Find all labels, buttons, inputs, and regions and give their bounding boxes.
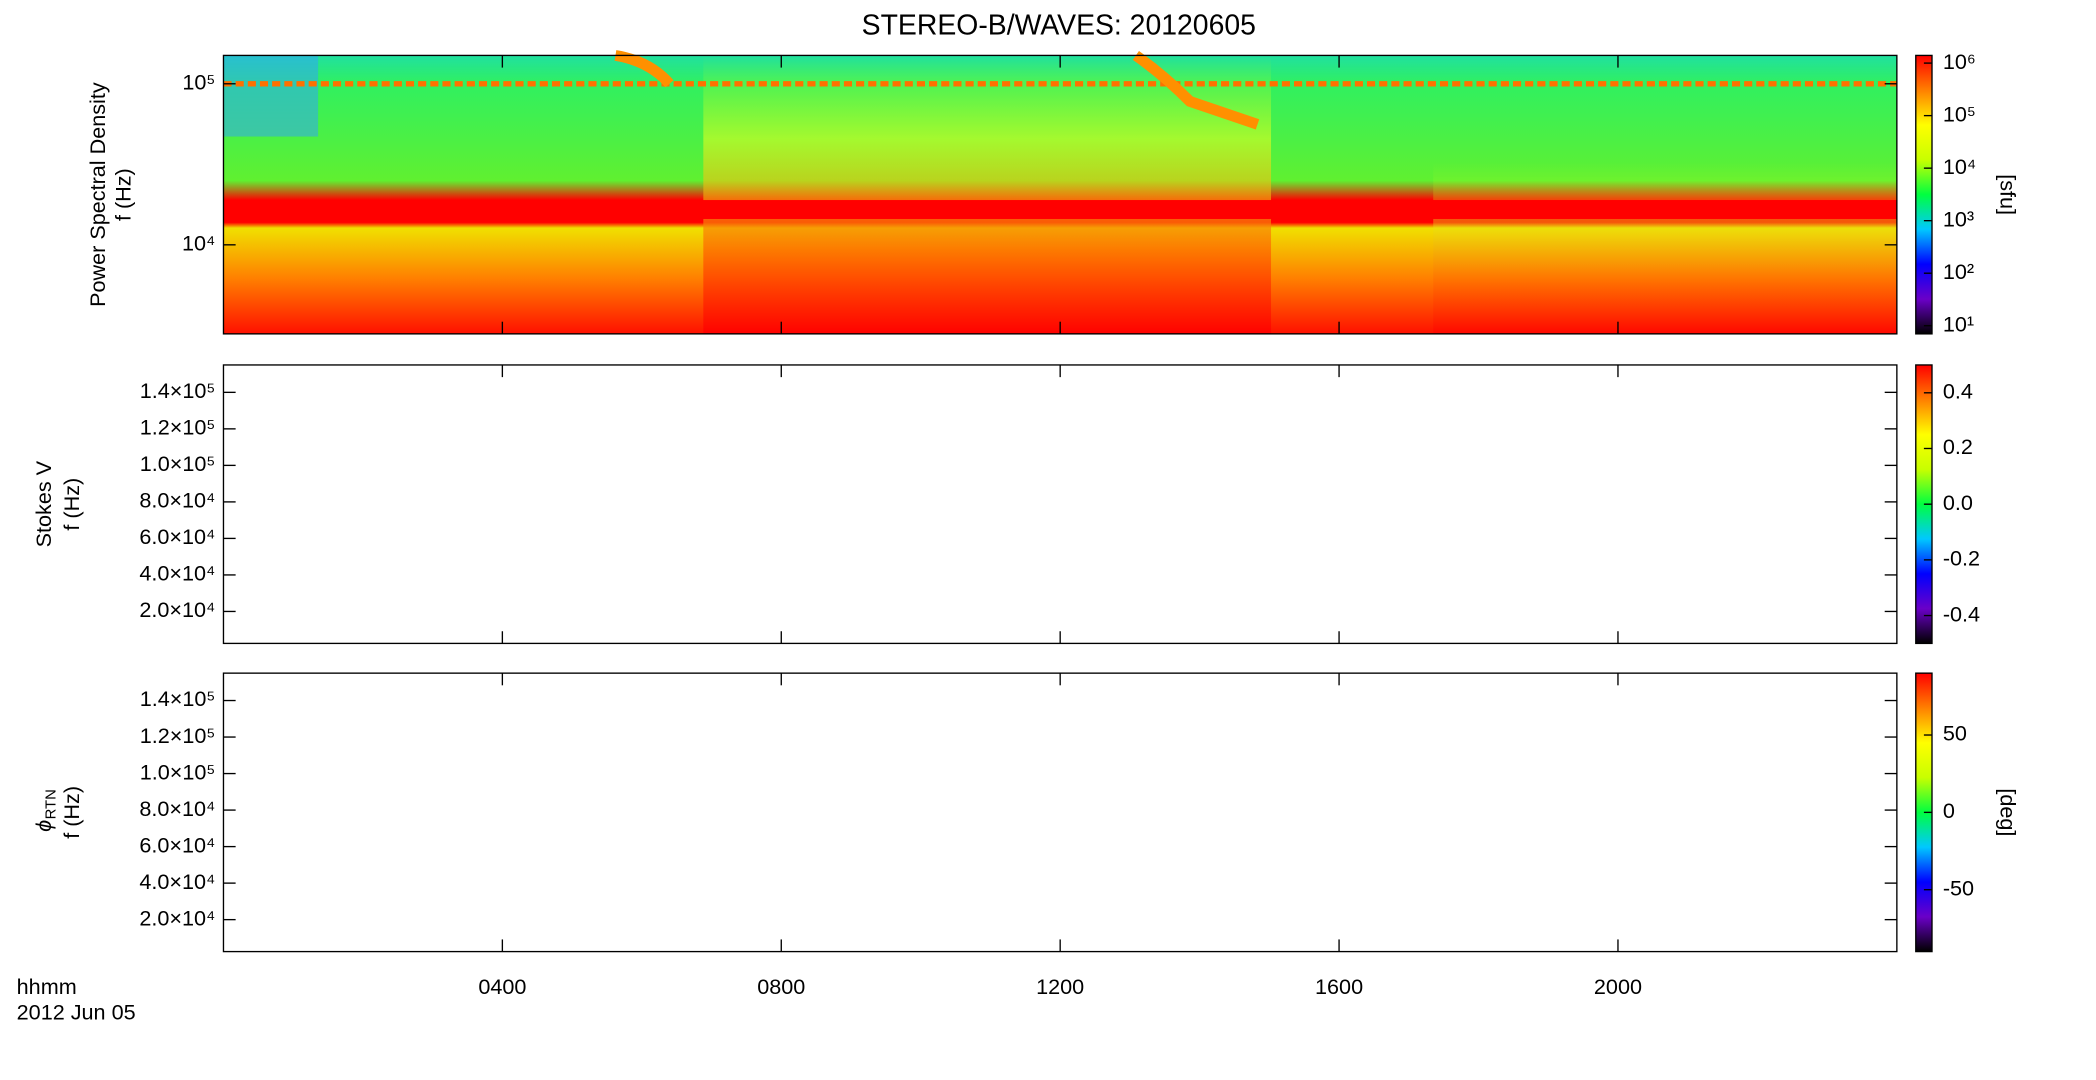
colorbar-tick-label: -0.2 bbox=[1943, 546, 1980, 571]
colorbar-tick-label: 0.2 bbox=[1943, 434, 1973, 459]
colorbar bbox=[1915, 54, 1933, 335]
colorbar-tick-label: 10³ bbox=[1943, 206, 1974, 231]
date-label: 2012 Jun 05 bbox=[17, 999, 136, 1024]
colorbar-tick-label: 10⁶ bbox=[1943, 49, 1976, 74]
colorbar-tick-label: 10⁵ bbox=[1943, 101, 1976, 126]
y-axis-unit-label: f (Hz) bbox=[59, 478, 84, 531]
y-tick-label: 1.2×10⁵ bbox=[140, 723, 216, 748]
chart-title: STEREO-B/WAVES: 20120605 bbox=[862, 10, 1256, 42]
x-tick-label: 0800 bbox=[757, 974, 805, 999]
colorbar-tick-label: 10² bbox=[1943, 259, 1974, 284]
y-axis-unit-label: f (Hz) bbox=[59, 786, 84, 839]
y-axis-label: ϕ bbox=[31, 820, 56, 832]
y-tick-label: 6.0×10⁴ bbox=[139, 832, 215, 857]
y-tick-label: 2.0×10⁴ bbox=[139, 597, 215, 622]
y-tick-label: 4.0×10⁴ bbox=[139, 869, 215, 894]
x-axis-label: hhmm bbox=[17, 974, 77, 999]
y-tick-label: 1.4×10⁵ bbox=[140, 378, 216, 403]
colorbar-label: [sfu] bbox=[1996, 174, 2021, 215]
y-axis-label-sub: RTN bbox=[44, 789, 60, 819]
y-axis-label: Power Spectral Density bbox=[85, 82, 110, 307]
plot-frame bbox=[222, 364, 1898, 645]
y-axis-unit-label: f (Hz) bbox=[111, 168, 136, 221]
y-axis-label: Stokes V bbox=[31, 460, 56, 547]
y-tick-label: 10⁴ bbox=[182, 231, 215, 256]
y-tick-label: 2.0×10⁴ bbox=[139, 905, 215, 930]
y-tick-label: 8.0×10⁴ bbox=[139, 796, 215, 821]
plot-frame bbox=[222, 672, 1898, 953]
colorbar-tick-label: 0.0 bbox=[1943, 490, 1973, 515]
colorbar-tick-label: 0.4 bbox=[1943, 379, 1973, 404]
y-tick-label: 1.4×10⁵ bbox=[140, 686, 216, 711]
y-tick-label: 8.0×10⁴ bbox=[139, 488, 215, 513]
y-tick-label: 1.0×10⁵ bbox=[140, 451, 216, 476]
y-tick-label: 10⁵ bbox=[182, 69, 215, 94]
x-tick-label: 0400 bbox=[478, 974, 526, 999]
y-tick-label: 4.0×10⁴ bbox=[139, 561, 215, 586]
colorbar-tick-label: 0 bbox=[1943, 798, 1955, 823]
colorbar-label: [deg] bbox=[1996, 788, 2021, 836]
y-tick-label: 1.2×10⁵ bbox=[140, 415, 216, 440]
colorbar-tick-label: -50 bbox=[1943, 875, 1974, 900]
x-tick-label: 1200 bbox=[1036, 974, 1084, 999]
colorbar-tick-label: 10⁴ bbox=[1943, 154, 1976, 179]
y-tick-label: 6.0×10⁴ bbox=[139, 524, 215, 549]
colorbar-tick-label: -0.4 bbox=[1943, 601, 1980, 626]
colorbar-tick-label: 50 bbox=[1943, 721, 1967, 746]
y-tick-label: 1.0×10⁵ bbox=[140, 759, 216, 784]
x-tick-label: 2000 bbox=[1594, 974, 1642, 999]
colorbar-tick-label: 10¹ bbox=[1943, 311, 1974, 336]
x-tick-label: 1600 bbox=[1315, 974, 1363, 999]
spectrogram-texture bbox=[223, 50, 1897, 334]
